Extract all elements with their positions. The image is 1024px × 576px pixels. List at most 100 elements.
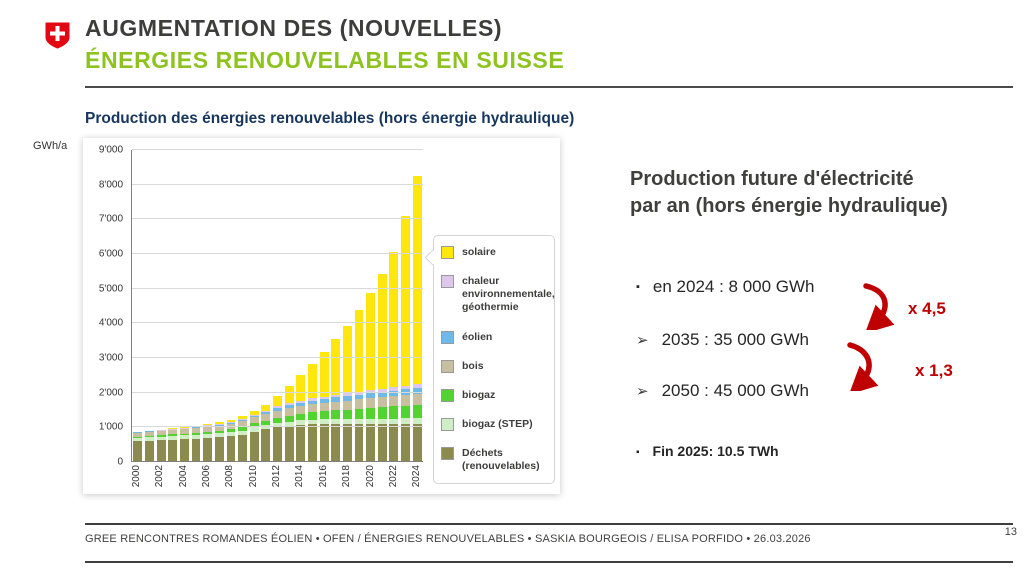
x-slot: 2012 [271,465,283,493]
bar-segment-biogaz [377,407,387,419]
bar-segment-biogaz-step [308,419,317,425]
chart-title: Production des énergies renouvelables (h… [85,110,575,127]
bar-2023 [400,150,412,462]
bar-segment-solaire [342,325,352,394]
bar-segment-eolien [366,393,376,399]
bar-segment-dechets [168,439,178,462]
bar-segment-solaire [412,176,422,385]
x-tick-label: 2014 [294,465,306,488]
bar-segment-biogaz [133,436,143,438]
gridline [132,461,423,462]
bar-segment-solaire [156,429,166,431]
bar-segment-dechets [179,439,189,462]
bar-segment-bois [401,394,410,406]
bar-segment-dechets [412,423,422,462]
bar-segment-biogaz [308,412,317,420]
bar-segment-solaire [284,386,294,404]
header-divider [85,86,1013,88]
bar-segment-solaire [354,310,364,392]
bar-segment-dechets [145,440,154,462]
bar-segment-solaire [214,422,224,424]
bar-segment-biogaz [168,434,178,436]
bar-segment-solaire [389,252,399,388]
x-slot [213,465,225,493]
bar-segment-bois [133,432,143,437]
bar-2007 [213,150,225,462]
x-slot [330,465,342,493]
curved-arrow-icon [847,342,879,391]
legend-label: éolien [462,330,493,343]
bar-segment-biogaz-step [145,437,154,441]
y-tick-label: 5'000 [98,283,123,295]
legend-callout-pointer [424,249,441,266]
bar-segment-eolien [319,399,329,403]
bar-2011 [260,150,272,462]
bar-2018 [342,150,354,462]
legend-swatch [441,447,454,460]
bar-segment-eolien [214,424,224,426]
x-tick-label: 2024 [411,465,423,488]
bar-segment-biogaz-step [319,419,329,424]
bullet-2035-text: 2035 : 35 000 GWh [661,330,810,349]
y-axis-labels: 0 1'000 2'000 3'000 4'000 5'000 6'000 7'000 8'00… [83,145,129,468]
bar-segment-chaleur [308,398,317,401]
bar-segment-dechets [354,423,364,462]
bar-2012 [272,150,284,462]
bar-segment-chaleur [296,400,306,403]
bar-segment-eolien [191,427,201,428]
x-tick-label: 2016 [317,465,329,488]
x-slot: 2016 [318,465,330,493]
bar-segment-biogaz [331,410,341,420]
bar-segment-bois [145,431,154,436]
bar-segment-eolien [377,392,387,398]
bar-2009 [237,150,249,462]
bar-segment-biogaz-step [331,419,341,424]
y-tick-label: 8'000 [98,179,123,191]
bar-segment-solaire [238,416,248,420]
bar-segment-biogaz [214,430,224,434]
legend-swatch [441,388,454,402]
x-tick-label: 2000 [130,465,142,488]
x-slot: 2000 [131,465,143,493]
bar-segment-bois [203,426,213,432]
bar-2013 [283,150,295,462]
bar-segment-chaleur [238,419,248,421]
legend-label: Déchets (renouvelables) [462,447,540,473]
x-slot [376,465,388,493]
bar-segment-biogaz-step [238,430,248,435]
bar-segment-solaire [296,374,306,401]
bar-segment-bois [261,414,271,421]
y-tick-label: 0 [117,456,123,468]
bar-segment-eolien [249,415,259,418]
bar-segment-chaleur [214,423,224,425]
bar-2008 [225,150,237,462]
bar-segment-dechets [308,424,317,462]
x-slot: 2024 [411,465,424,493]
gridline [132,426,423,428]
x-slot [353,465,365,493]
x-tick-label: 2020 [364,465,376,488]
bars [132,150,423,462]
bar-segment-solaire [331,339,341,395]
bar-segment-dechets [156,440,166,462]
gridline [132,253,423,254]
bar-segment-dechets [342,423,352,462]
x-tick-label: 2002 [154,465,166,488]
bar-segment-chaleur [389,387,399,391]
gridline [132,391,423,393]
bar-segment-biogaz [412,405,422,419]
bar-segment-solaire [319,351,329,397]
bar-segment-biogaz-step [168,435,178,440]
multiplier-x45: x 4,5 [908,299,946,318]
bar-segment-eolien [226,422,236,424]
bar-segment-chaleur [203,425,213,427]
bar-segment-biogaz [401,405,410,419]
gridline [132,149,423,150]
bar-segment-biogaz [191,432,201,435]
future-title-line1: Production future d'électricité [630,168,914,190]
future-production-title: Production future d'électricité par an (… [630,166,1020,220]
bar-segment-solaire [401,215,410,386]
x-slot [283,465,295,493]
bar-segment-bois [389,396,399,407]
x-slot [143,465,155,493]
